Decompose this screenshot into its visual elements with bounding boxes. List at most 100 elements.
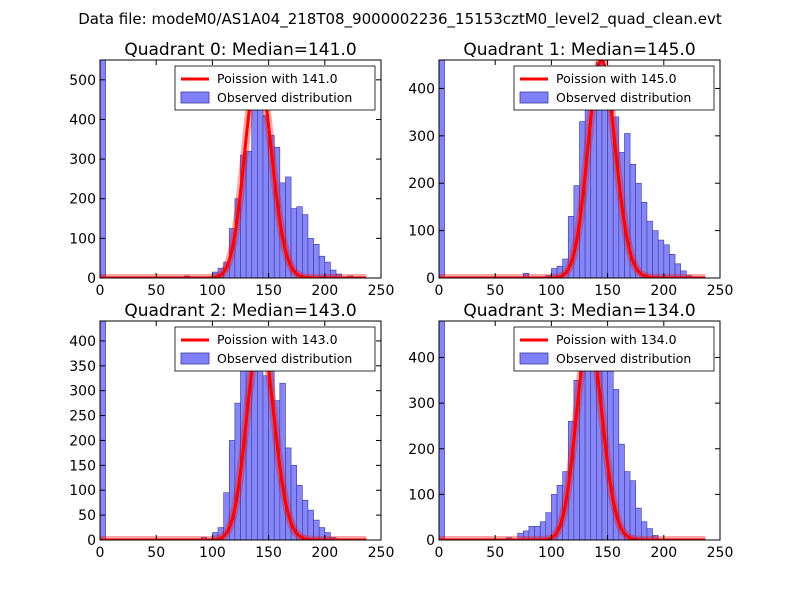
y-tick-label: 200 — [69, 192, 96, 208]
x-tick-label: 100 — [199, 283, 226, 299]
poisson-curve — [439, 335, 706, 540]
histogram-bar — [262, 375, 269, 540]
legend: Poission with 145.0 Observed distribution — [513, 65, 715, 111]
x-tick-label: 200 — [650, 283, 677, 299]
histogram-bar — [635, 507, 642, 540]
legend: Poission with 134.0 Observed distribution — [513, 326, 715, 372]
y-tick-label: 0 — [87, 533, 96, 549]
y-tick-label: 100 — [69, 483, 96, 499]
x-tick-label: 50 — [486, 283, 504, 299]
y-tick-label: 100 — [69, 231, 96, 247]
panel-title: Quadrant 3: Median=134.0 — [463, 301, 695, 321]
legend-label: Poission with 145.0 — [556, 71, 677, 86]
figure-title: Data file: modeM0/AS1A04_218T08_90000022… — [78, 10, 722, 29]
legend-bar-swatch — [180, 91, 210, 104]
histogram-bar — [100, 321, 106, 540]
legend-label: Observed distribution — [217, 90, 352, 105]
quadrant-panel: 0 50 100 150 200 250 0 50 100 150 200 250 300 350 400 Q… — [69, 301, 394, 561]
histogram-bar — [257, 83, 264, 278]
histogram-bar — [257, 360, 264, 540]
axes-frame — [99, 59, 382, 279]
y-tick-label: 500 — [69, 73, 96, 89]
x-tick-label: 100 — [199, 545, 226, 561]
legend-label: Observed distribution — [217, 351, 352, 366]
legend-label: Poission with 134.0 — [556, 332, 677, 347]
histogram-bar — [657, 239, 665, 278]
y-tick-label: 300 — [69, 384, 96, 400]
x-tick-label: 0 — [435, 545, 444, 561]
histogram-bar — [641, 201, 648, 278]
x-tick-label: 0 — [96, 545, 105, 561]
y-tick-label: 200 — [69, 433, 96, 449]
axes-frame — [438, 320, 721, 541]
plot-area — [100, 321, 370, 540]
x-tick-label: 50 — [147, 545, 165, 561]
plot-area — [439, 321, 709, 540]
y-tick-label: 400 — [408, 351, 435, 367]
x-tick-label: 150 — [594, 545, 621, 561]
quadrant-panel: 0 50 100 150 200 250 0 100 200 300 400 500 Quadrant … — [69, 40, 394, 299]
legend-label: Poission with 143.0 — [217, 332, 338, 347]
axes-frame — [99, 320, 382, 541]
x-tick-label: 50 — [486, 545, 504, 561]
histogram-bar — [629, 480, 637, 540]
histogram-bar — [646, 220, 653, 278]
quadrant-panel: 0 50 100 150 200 250 0 100 200 300 400 Quadrant 3: … — [408, 301, 733, 561]
y-tick-label: 350 — [69, 359, 96, 375]
panel-title: Quadrant 1: Median=145.0 — [463, 40, 695, 60]
x-tick-label: 200 — [311, 283, 338, 299]
histogram-bar — [439, 321, 445, 540]
histogram-bar — [307, 238, 314, 278]
legend-label: Observed distribution — [556, 90, 691, 105]
y-tick-label: 300 — [408, 396, 435, 412]
histogram-bar — [652, 535, 659, 540]
panel-title: Quadrant 2: Median=143.0 — [124, 301, 356, 321]
y-tick-label: 400 — [69, 334, 96, 350]
y-tick-label: 400 — [69, 112, 96, 128]
y-tick-label: 100 — [408, 224, 435, 240]
legend: Poission with 141.0 Observed distribution — [174, 65, 376, 111]
legend: Poission with 143.0 Observed distribution — [174, 326, 376, 372]
axes-frame — [438, 59, 721, 279]
histogram-bar — [245, 150, 253, 278]
x-tick-label: 150 — [255, 283, 282, 299]
histogram-bar — [302, 214, 309, 278]
y-tick-label: 300 — [69, 152, 96, 168]
y-tick-label: 0 — [87, 271, 96, 287]
histogram-bar — [251, 87, 258, 278]
x-tick-label: 0 — [435, 283, 444, 299]
y-tick-label: 200 — [408, 176, 435, 192]
x-tick-label: 150 — [594, 283, 621, 299]
x-tick-label: 200 — [311, 545, 338, 561]
x-tick-label: 100 — [538, 545, 565, 561]
histogram-bar — [335, 273, 342, 278]
x-tick-label: 150 — [255, 545, 282, 561]
x-tick-label: 200 — [650, 545, 677, 561]
x-tick-label: 250 — [707, 545, 734, 561]
panel-title: Quadrant 0: Median=141.0 — [124, 40, 356, 60]
histogram-bar — [663, 244, 670, 278]
histogram-bar — [100, 60, 106, 278]
legend-bar-swatch — [519, 91, 549, 104]
y-tick-label: 0 — [426, 533, 435, 549]
y-tick-label: 400 — [408, 81, 435, 97]
histogram-bar — [313, 244, 320, 278]
y-tick-label: 0 — [426, 271, 435, 287]
y-tick-label: 250 — [69, 409, 96, 425]
histogram-bar — [652, 230, 659, 278]
y-tick-label: 150 — [69, 458, 96, 474]
quadrant-panel: 0 50 100 150 200 250 0 100 200 300 400 Quadrant 1: … — [408, 40, 733, 299]
histogram-bar — [646, 528, 653, 540]
x-tick-label: 50 — [147, 283, 165, 299]
x-tick-label: 250 — [368, 283, 395, 299]
x-tick-label: 250 — [707, 283, 734, 299]
x-tick-label: 250 — [368, 545, 395, 561]
histogram-bar — [296, 206, 303, 278]
x-tick-label: 100 — [538, 283, 565, 299]
x-tick-label: 0 — [96, 283, 105, 299]
legend-bar-swatch — [519, 352, 549, 365]
y-tick-label: 100 — [408, 487, 435, 503]
y-tick-label: 300 — [408, 129, 435, 145]
y-tick-label: 200 — [408, 442, 435, 458]
